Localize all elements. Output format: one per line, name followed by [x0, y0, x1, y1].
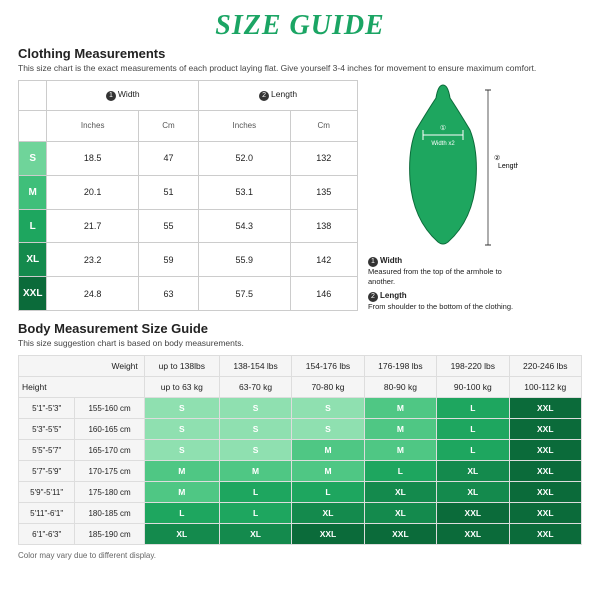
col-length: Length	[271, 89, 297, 99]
body-heading: Body Measurement Size Guide	[18, 321, 582, 336]
clothing-heading: Clothing Measurements	[18, 46, 582, 61]
svg-text:Width x2: Width x2	[431, 141, 455, 147]
page-title: SIZE GUIDE	[18, 10, 582, 42]
clothing-sub: This size chart is the exact measurement…	[18, 63, 582, 74]
clothing-table: 1Width 2Length Inches Cm Inches Cm S18.5…	[18, 80, 358, 311]
svg-text:②: ②	[494, 154, 500, 162]
footer-note: Color may vary due to different display.	[18, 551, 582, 560]
diagram: ① Width x2 Length ② 1WidthMeasured from …	[368, 80, 518, 311]
svg-text:①: ①	[440, 124, 446, 132]
col-width: Width	[118, 89, 140, 99]
body-table: Weight up to 138lbs138-154 lbs154-176 lb…	[18, 355, 582, 545]
svg-text:Length: Length	[498, 163, 518, 170]
body-sub: This size suggestion chart is based on b…	[18, 338, 582, 349]
